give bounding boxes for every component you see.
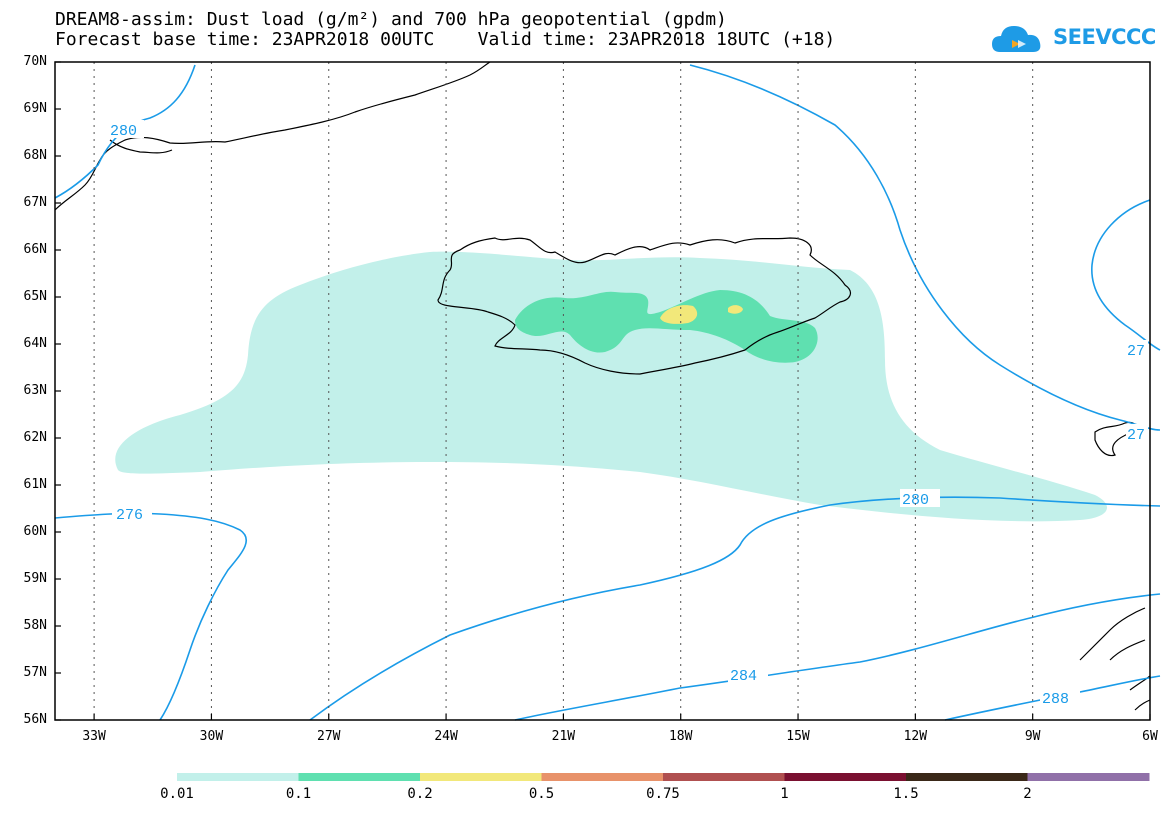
contour-label: 288 xyxy=(1042,691,1069,708)
cloud-icon xyxy=(992,26,1041,52)
longitude-label: 6W xyxy=(1142,729,1158,744)
dust-area-level3b xyxy=(728,305,743,314)
longitude-label: 21W xyxy=(551,729,576,744)
contour-label: 280 xyxy=(110,123,137,140)
colorbar-label: 1 xyxy=(780,786,789,802)
longitude-label: 30W xyxy=(199,729,224,744)
colorbar xyxy=(177,773,1150,781)
dust-area-level3 xyxy=(660,305,698,324)
colorbar-swatch xyxy=(663,773,785,781)
latitude-label: 64N xyxy=(23,336,47,351)
latitude-label: 56N xyxy=(23,712,47,727)
colorbar-label: 2 xyxy=(1023,786,1032,802)
map-grid xyxy=(93,62,1034,720)
seevccc-logo: SEEVCCC xyxy=(1053,25,1156,49)
longitude-label: 27W xyxy=(317,729,341,744)
longitude-label: 24W xyxy=(434,729,458,744)
latitude-label: 66N xyxy=(23,242,47,257)
colorbar-label: 0.75 xyxy=(646,786,680,802)
contour-label: 27 xyxy=(1127,343,1145,360)
contour-label: 276 xyxy=(116,507,143,524)
axis-ticks xyxy=(55,61,1151,721)
map-subtitle: Forecast base time: 23APR2018 00UTC Vali… xyxy=(55,29,836,50)
contour-label: 280 xyxy=(902,492,929,509)
longitude-label: 9W xyxy=(1024,729,1041,744)
colorbar-label: 0.5 xyxy=(528,786,555,802)
latitude-label: 61N xyxy=(23,477,47,492)
colorbar-swatch xyxy=(1027,773,1150,781)
latitude-label: 60N xyxy=(23,524,47,539)
longitude-label: 15W xyxy=(786,729,810,744)
colorbar-swatch xyxy=(541,773,664,781)
contour-label-group: 280 276 280 284 288 27 27 xyxy=(108,120,1148,708)
dust-area-level1 xyxy=(115,251,1107,522)
latitude-label: 57N xyxy=(23,665,47,680)
colorbar-swatch xyxy=(784,773,907,781)
colorbar-label: 0.1 xyxy=(285,786,312,802)
colorbar-label: 0.2 xyxy=(407,786,433,802)
colorbar-label: 0.01 xyxy=(160,786,194,802)
colorbar-swatch xyxy=(906,773,1028,781)
contour-label: 284 xyxy=(730,668,757,685)
longitude-label: 18W xyxy=(668,729,693,744)
colorbar-swatch xyxy=(298,773,421,781)
latitude-label: 58N xyxy=(23,618,47,633)
latitude-label: 68N xyxy=(23,148,47,163)
latitude-label: 65N xyxy=(23,289,47,304)
colorbar-label: 1.5 xyxy=(893,786,919,802)
contour-label: 27 xyxy=(1127,427,1145,444)
map-title: DREAM8-assim: Dust load (g/m²) and 700 h… xyxy=(55,9,727,30)
latitude-label: 59N xyxy=(23,571,47,586)
latitude-label: 70N xyxy=(23,54,47,69)
latitude-label: 69N xyxy=(23,101,47,116)
colorbar-swatch xyxy=(177,773,299,781)
longitude-label: 33W xyxy=(82,729,106,744)
colorbar-swatch xyxy=(420,773,542,781)
latitude-label: 63N xyxy=(23,383,47,398)
longitude-label: 12W xyxy=(903,729,928,744)
latitude-label: 62N xyxy=(23,430,47,445)
latitude-label: 67N xyxy=(23,195,47,210)
